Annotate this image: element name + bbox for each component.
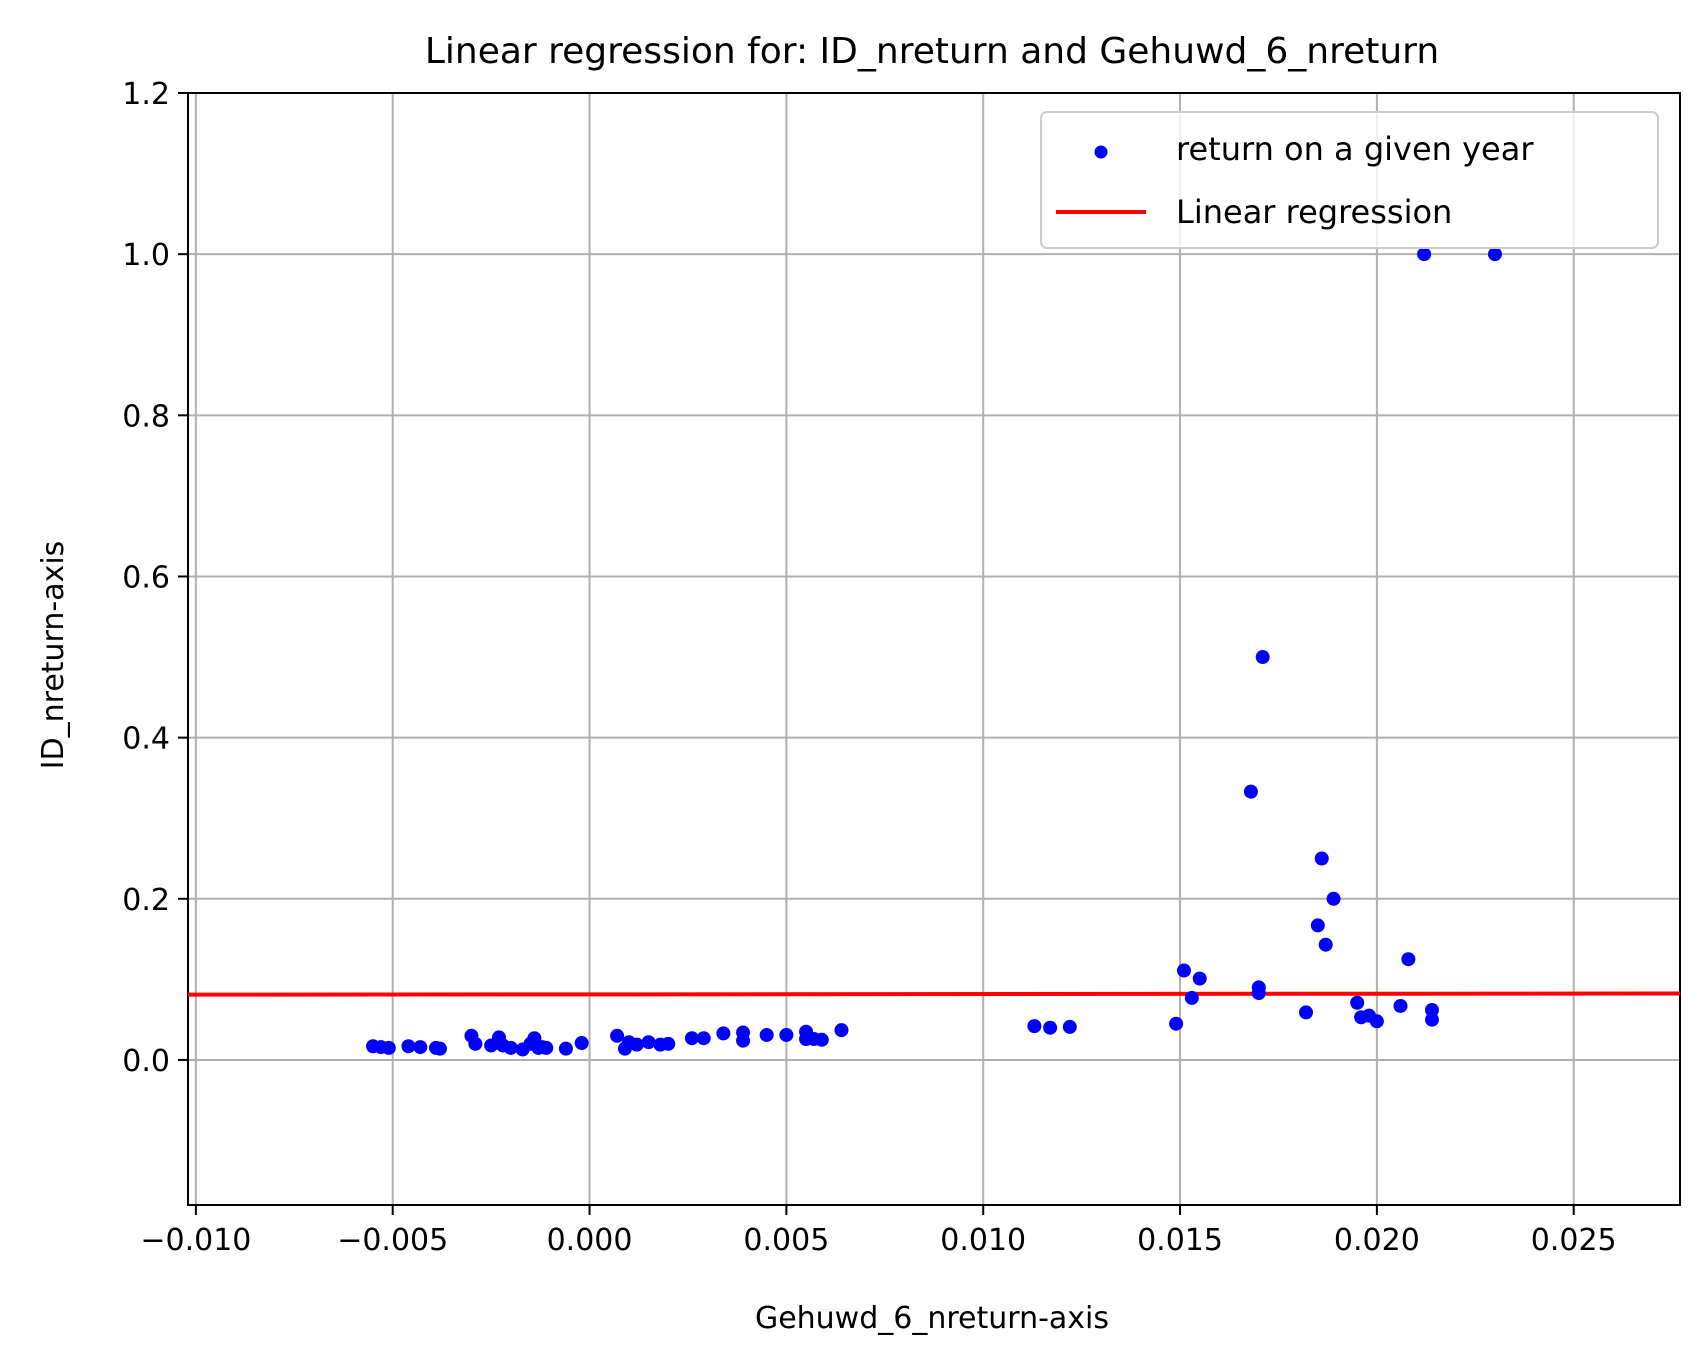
scatter-point xyxy=(1062,1019,1077,1034)
scatter-point xyxy=(1299,1005,1314,1020)
scatter-point xyxy=(1393,998,1408,1013)
scatter-point xyxy=(1314,851,1329,866)
scatter-point xyxy=(1310,918,1325,933)
x-axis-label: Gehuwd_6_nreturn-axis xyxy=(755,1301,1109,1336)
scatter-point xyxy=(503,1040,518,1055)
scatter-point xyxy=(1350,995,1365,1010)
chart-title: Linear regression for: ID_nreturn and Ge… xyxy=(425,31,1439,72)
y-tick-label: 1.0 xyxy=(122,238,170,273)
scatter-point xyxy=(1043,1020,1058,1035)
x-tick-label: 0.005 xyxy=(743,1223,829,1258)
x-tick-label: 0.025 xyxy=(1531,1223,1617,1258)
plot-area xyxy=(188,247,1680,1057)
y-tick-label: 1.2 xyxy=(122,77,170,112)
y-tick-label: 0.4 xyxy=(122,722,170,757)
scatter-point xyxy=(814,1032,829,1047)
scatter-point xyxy=(558,1041,573,1056)
scatter-point xyxy=(1424,1002,1439,1017)
scatter-point xyxy=(1417,247,1432,262)
legend-scatter-label: return on a given year xyxy=(1176,130,1534,168)
y-axis-label: ID_nreturn-axis xyxy=(36,541,71,770)
y-tick-label: 0.6 xyxy=(122,560,170,595)
scatter-points-layer xyxy=(366,247,1502,1057)
regression-line xyxy=(188,991,1680,997)
legend-scatter-marker xyxy=(1094,145,1108,159)
axes-frame xyxy=(187,92,1681,1206)
scatter-point xyxy=(610,1028,625,1043)
scatter-point xyxy=(1326,891,1341,906)
scatter-point xyxy=(1251,980,1266,995)
scatter-point xyxy=(1243,784,1258,799)
x-tick-label: −0.005 xyxy=(337,1223,448,1258)
scatter-point xyxy=(1318,937,1333,952)
scatter-point xyxy=(1255,650,1270,665)
x-tick-label: 0.020 xyxy=(1334,1223,1420,1258)
scatter-point xyxy=(1027,1019,1042,1034)
scatter-point xyxy=(684,1031,699,1046)
scatter-point xyxy=(539,1040,554,1055)
y-tick-label: 0.2 xyxy=(122,883,170,918)
scatter-point xyxy=(1176,963,1191,978)
legend-line-label: Linear regression xyxy=(1176,193,1452,231)
scatter-point xyxy=(629,1037,644,1052)
legend: return on a given year Linear regression xyxy=(1040,111,1659,249)
y-tick-label: 0.0 xyxy=(122,1044,170,1079)
scatter-point xyxy=(696,1031,711,1046)
regression-line-layer xyxy=(188,991,1680,997)
scatter-point xyxy=(432,1041,447,1056)
x-tick-label: 0.015 xyxy=(1137,1223,1223,1258)
scatter-point xyxy=(716,1026,731,1041)
scatter-point xyxy=(779,1027,794,1042)
x-tick-label: 0.010 xyxy=(940,1223,1026,1258)
axes xyxy=(187,92,1681,1206)
scatter-point xyxy=(1192,971,1207,986)
scatter-point xyxy=(661,1036,676,1051)
scatter-point xyxy=(1401,952,1416,967)
scatter-point xyxy=(834,1023,849,1038)
scatter-point xyxy=(1169,1016,1184,1031)
scatter-point xyxy=(1424,1012,1439,1027)
scatter-point xyxy=(759,1027,774,1042)
scatter-point xyxy=(1487,247,1502,262)
tick-marks-and-labels: −0.010 −0.005 0.000 0.005 0.010 0.015 0.020 0.0… xyxy=(122,77,1616,1258)
scatter-point xyxy=(401,1039,416,1054)
scatter-point xyxy=(413,1040,428,1055)
scatter-point xyxy=(736,1033,751,1048)
scatter-point xyxy=(468,1036,483,1051)
scatter-point xyxy=(641,1035,656,1050)
scatter-point xyxy=(574,1036,589,1051)
y-tick-label: 0.8 xyxy=(122,399,170,434)
scatter-point xyxy=(1184,990,1199,1005)
x-tick-label: −0.010 xyxy=(140,1223,251,1258)
scatter-point xyxy=(1369,1014,1384,1029)
legend-frame xyxy=(1040,111,1659,249)
scatter-point xyxy=(381,1040,396,1055)
x-tick-label: 0.000 xyxy=(547,1223,633,1258)
